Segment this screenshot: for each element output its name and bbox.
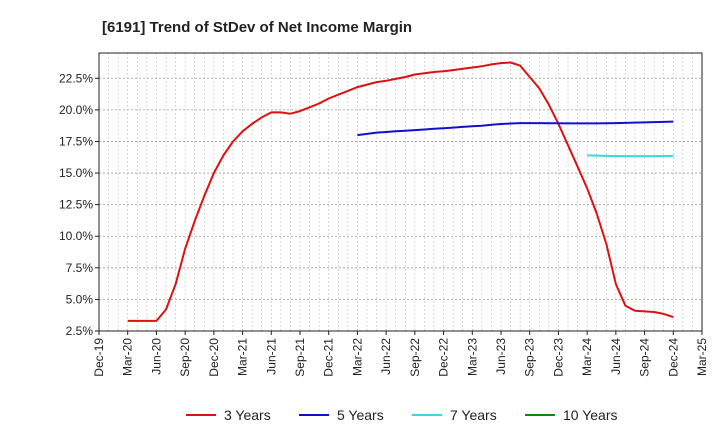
x-tick-label: Jun-22 bbox=[379, 338, 393, 375]
y-tick-label: 17.5% bbox=[59, 134, 93, 148]
x-tick-label: Dec-19 bbox=[92, 338, 106, 377]
x-tick-label: Sep-22 bbox=[408, 338, 422, 377]
grid bbox=[98, 53, 703, 332]
y-tick-label: 5.0% bbox=[66, 292, 94, 306]
x-axis: Dec-19 Mar-20 Jun-20 Sep-20 Dec-20 Mar-21 Jun-… bbox=[92, 331, 709, 377]
x-tick-label: Dec-22 bbox=[437, 338, 451, 377]
x-tick-label: Jun-20 bbox=[149, 338, 163, 375]
legend-label: 3 Years bbox=[224, 407, 271, 423]
legend: 3 Years 5 Years 7 Years 10 Years bbox=[186, 407, 618, 423]
y-tick-label: 2.5% bbox=[66, 324, 94, 338]
y-tick-label: 22.5% bbox=[59, 71, 93, 85]
x-tick-label: Dec-23 bbox=[551, 338, 565, 377]
x-tick-label: Jun-23 bbox=[494, 338, 508, 375]
x-tick-label: Mar-20 bbox=[121, 338, 135, 376]
y-axis: 2.5% 5.0% 7.5% 10.0% 12.5% 15.0% 17.5% 20.0% 22.… bbox=[59, 71, 99, 338]
legend-label: 7 Years bbox=[450, 407, 497, 423]
x-tick-label: Dec-21 bbox=[322, 338, 336, 377]
x-tick-label: Sep-21 bbox=[293, 338, 307, 377]
x-tick-label: Mar-23 bbox=[465, 338, 479, 376]
x-tick-label: Sep-24 bbox=[638, 338, 652, 377]
x-tick-label: Mar-21 bbox=[236, 338, 250, 376]
x-tick-label: Sep-20 bbox=[178, 338, 192, 377]
x-tick-label: Jun-21 bbox=[264, 338, 278, 375]
y-tick-label: 15.0% bbox=[59, 166, 93, 180]
legend-label: 5 Years bbox=[337, 407, 384, 423]
series-line-5-years bbox=[357, 120, 674, 137]
legend-label: 10 Years bbox=[563, 407, 618, 423]
x-tick-label: Sep-23 bbox=[523, 338, 537, 377]
chart-title: [6191] Trend of StDev of Net Income Marg… bbox=[102, 19, 412, 36]
series-layer bbox=[127, 61, 674, 322]
y-tick-label: 12.5% bbox=[59, 198, 93, 212]
series-line-3-years bbox=[127, 61, 674, 322]
plot-area-border bbox=[98, 52, 703, 332]
y-tick-label: 7.5% bbox=[66, 261, 94, 275]
x-tick-label: Mar-22 bbox=[350, 338, 364, 376]
x-tick-label: Jun-24 bbox=[609, 338, 623, 375]
x-tick-label: Dec-24 bbox=[666, 338, 680, 377]
y-tick-label: 10.0% bbox=[59, 229, 93, 243]
y-tick-label: 20.0% bbox=[59, 103, 93, 117]
x-tick-label: Mar-24 bbox=[580, 338, 594, 376]
x-tick-label: Mar-25 bbox=[695, 338, 709, 376]
series-line-7-years bbox=[587, 154, 674, 158]
x-tick-label: Dec-20 bbox=[207, 338, 221, 377]
